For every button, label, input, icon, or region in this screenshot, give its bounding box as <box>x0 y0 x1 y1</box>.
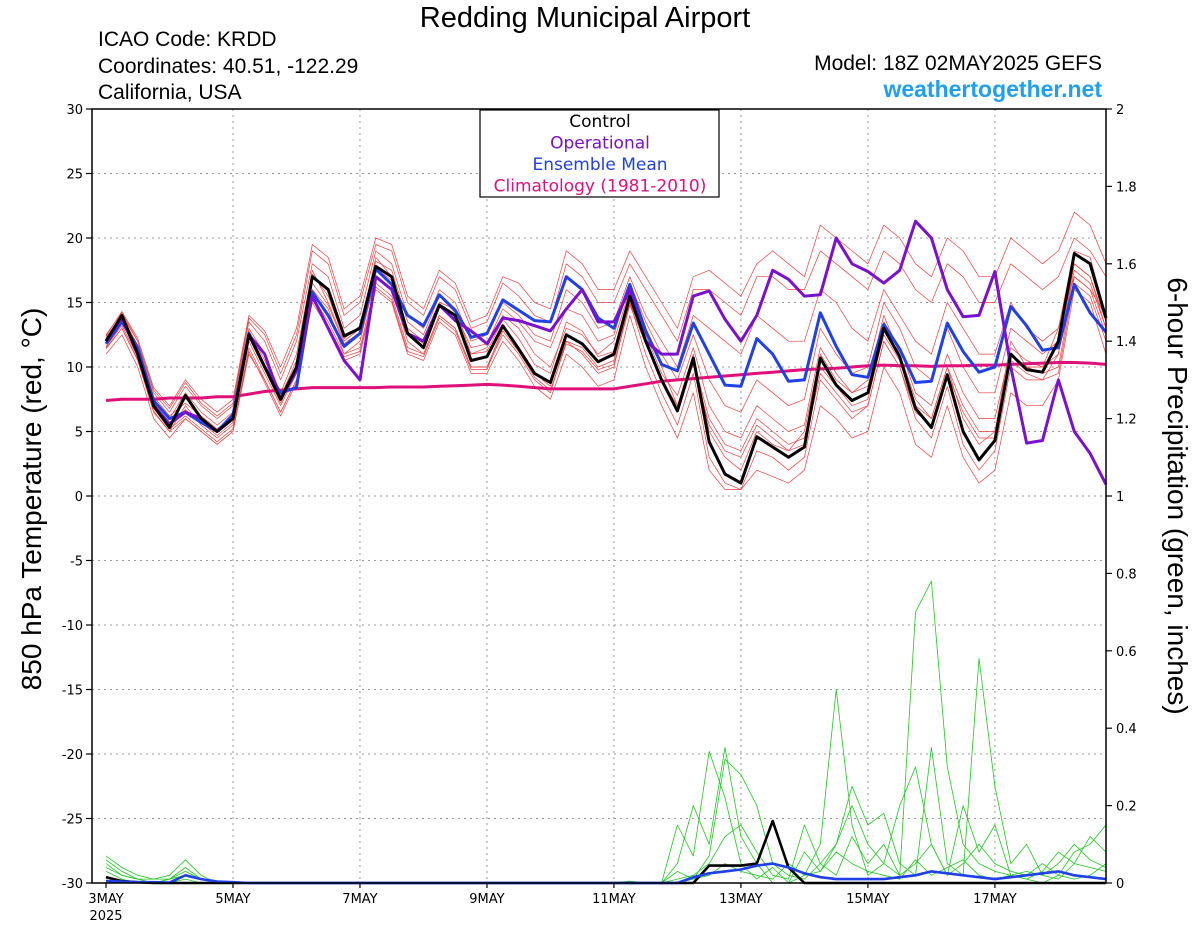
chart-title: Redding Municipal Airport <box>419 2 751 34</box>
y2tick-label: 0.2 <box>1116 800 1137 815</box>
temp-member-line <box>105 267 1107 439</box>
xtick-year-label: 2025 <box>89 909 122 924</box>
grid <box>92 109 1106 883</box>
ytick-label: 25 <box>66 168 83 183</box>
ytick-label: 5 <box>75 426 83 441</box>
ytick-label: -25 <box>62 813 83 828</box>
temp-member-line <box>105 263 1107 490</box>
climatology-line <box>105 361 1107 402</box>
y2tick-label: 1.8 <box>1116 180 1137 195</box>
model-run: Model: 18Z 02MAY2025 GEFS <box>814 52 1102 75</box>
xtick-label: 9MAY <box>469 892 504 907</box>
xtick-label: 7MAY <box>342 892 377 907</box>
temp-member-line <box>105 250 1107 419</box>
xtick-label: 15MAY <box>846 892 890 907</box>
y2tick-label: 0.6 <box>1116 645 1137 660</box>
temp-member-line <box>105 237 1107 417</box>
precip-member-line <box>105 805 1107 884</box>
region: California, USA <box>98 81 242 104</box>
ytick-label: -20 <box>62 748 83 763</box>
plot-frame <box>91 108 1107 884</box>
xtick-label: 17MAY <box>973 892 1017 907</box>
coordinates: Coordinates: 40.51, -122.29 <box>98 55 359 78</box>
y2tick-label: 0.4 <box>1116 722 1137 737</box>
legend-climatology: Climatology (1981-2010) <box>494 177 707 197</box>
xtick-label: 3MAY <box>88 892 123 907</box>
ytick-label: -30 <box>62 877 83 892</box>
y2tick-label: 2 <box>1116 103 1124 118</box>
precip-member-line <box>105 658 1107 884</box>
temp-member-line <box>105 250 1107 471</box>
ytick-label: -5 <box>70 555 83 570</box>
ytick-label: 20 <box>66 232 83 247</box>
ytick-label: 30 <box>66 103 83 118</box>
site-link[interactable]: weathertogether.net <box>883 76 1102 102</box>
y2tick-label: 1 <box>1116 490 1124 505</box>
ytick-label: -15 <box>62 684 83 699</box>
temp-member-line <box>105 211 1107 413</box>
xtick-label: 5MAY <box>215 892 250 907</box>
y2tick-label: 1.4 <box>1116 335 1137 350</box>
temp-member-line <box>105 276 1107 452</box>
legend-control: Control <box>569 112 630 132</box>
axis-ticks: 302520151050-5-10-15-20-25-3021.81.61.41… <box>62 103 1137 924</box>
operational-line <box>104 219 1108 486</box>
y2tick-label: 0.8 <box>1116 567 1137 582</box>
legend: Control Operational Ensemble Mean Climat… <box>479 109 720 198</box>
ytick-label: 0 <box>75 490 83 505</box>
xtick-label: 13MAY <box>719 892 763 907</box>
y2tick-label: 0 <box>1116 877 1124 892</box>
icao-code: ICAO Code: KRDD <box>98 28 277 51</box>
y2tick-label: 1.6 <box>1116 258 1137 273</box>
precip-member-line <box>105 843 1107 884</box>
mean-precip-line <box>105 862 1107 885</box>
legend-box <box>479 109 720 198</box>
y2tick-label: 1.2 <box>1116 413 1137 428</box>
ytick-label: 10 <box>66 361 83 376</box>
xtick-label: 11MAY <box>592 892 636 907</box>
precip-series <box>105 580 1107 885</box>
control-line <box>104 252 1108 485</box>
ytick-label: -10 <box>62 619 83 634</box>
temperature-series <box>104 211 1108 490</box>
legend-operational: Operational <box>550 134 650 154</box>
ytick-label: 15 <box>66 297 83 312</box>
legend-ensemble-mean: Ensemble Mean <box>532 155 667 175</box>
precip-member-line <box>105 689 1107 884</box>
